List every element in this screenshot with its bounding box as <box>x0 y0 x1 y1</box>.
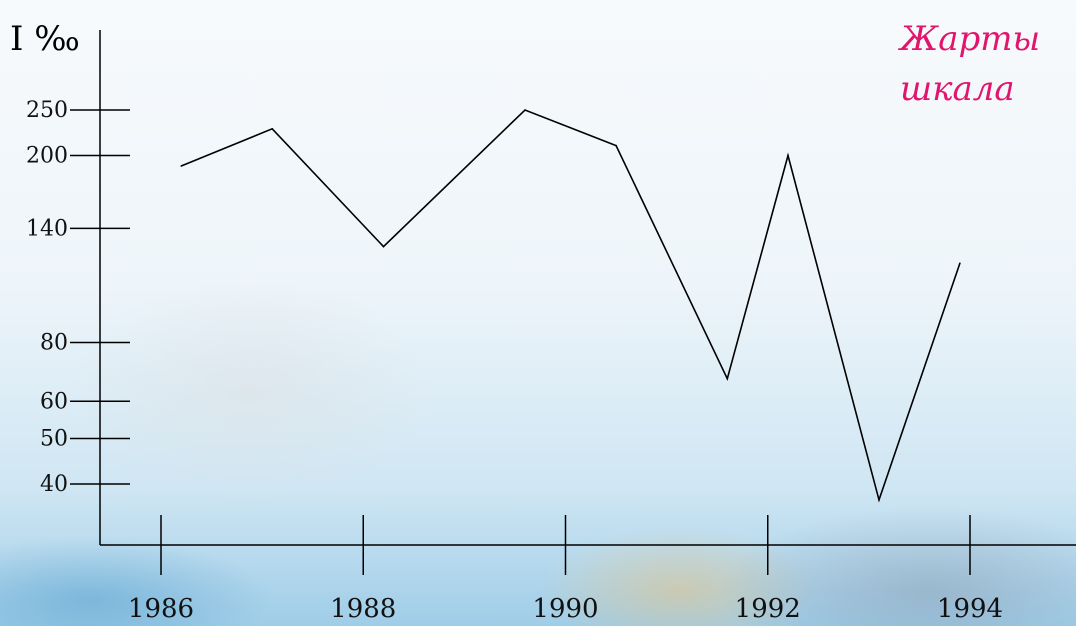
x-tick-label: 1990 <box>532 594 598 624</box>
y-tick-label: 140 <box>26 216 68 241</box>
data-point <box>878 499 880 501</box>
y-tick-label: 80 <box>40 331 68 356</box>
data-point <box>615 144 617 147</box>
data-point <box>180 165 183 167</box>
data-point <box>271 127 274 130</box>
x-tick-label: 1992 <box>735 594 801 624</box>
y-axis-title: I ‰ <box>10 19 80 59</box>
x-ticks: 1986 1988 1990 1992 1994 <box>128 515 1003 624</box>
x-tick-label: 1986 <box>128 594 194 624</box>
data-point <box>524 109 526 111</box>
y-tick-label: 50 <box>40 426 68 451</box>
x-tick-label: 1994 <box>937 594 1003 624</box>
x-tick-label: 1988 <box>330 594 396 624</box>
series-line <box>180 109 961 503</box>
annotation-line-1: Жарты <box>897 19 1040 59</box>
data-point <box>726 377 729 380</box>
y-tick-label: 250 <box>26 98 68 123</box>
data-point <box>382 245 385 248</box>
data-point <box>787 154 789 157</box>
annotation-line-2: шкала <box>900 69 1015 109</box>
y-tick-label: 40 <box>40 472 68 497</box>
data-point <box>959 262 961 265</box>
y-tick-label: 200 <box>26 144 68 169</box>
series-points <box>180 109 961 501</box>
y-ticks: 40 50 60 80 140 200 250 <box>26 98 130 497</box>
y-tick-label: 60 <box>40 389 68 414</box>
